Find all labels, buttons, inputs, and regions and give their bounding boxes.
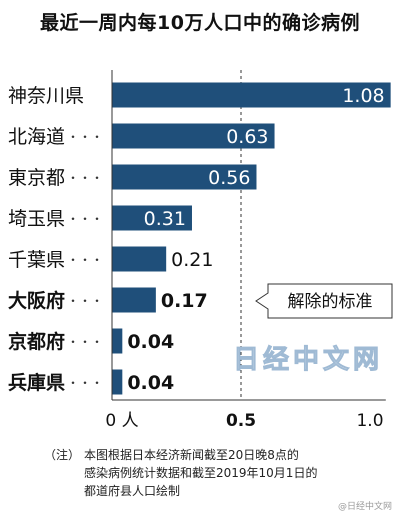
category-label: 北海道 xyxy=(8,126,65,148)
x-tick-label: 1.0 xyxy=(356,411,383,431)
reference-callout-label: 解除的标准 xyxy=(288,292,373,312)
footnote-tag: （注） xyxy=(44,448,81,462)
category-leader: ・・・ xyxy=(67,335,103,349)
category-label: 京都府 xyxy=(8,330,65,353)
chart-watermark: 日经中文网 xyxy=(233,344,383,375)
category-label: 大阪府 xyxy=(8,289,65,312)
footnote-line: 都道府县人口绘制 xyxy=(84,484,181,498)
x-tick-label: 0 人 xyxy=(105,411,138,431)
chart-title: 最近一周内每10万人口中的确诊病例 xyxy=(40,12,360,34)
bar xyxy=(112,246,167,272)
category-leader: ・・・ xyxy=(67,253,103,267)
category-leader: ・・・ xyxy=(67,171,103,185)
category-leader: ・・・ xyxy=(67,294,103,308)
value-label: 0.17 xyxy=(161,290,208,312)
bar xyxy=(112,369,123,395)
bar xyxy=(112,287,156,313)
bar xyxy=(112,205,192,231)
category-label: 兵庫県 xyxy=(8,371,65,394)
bar xyxy=(112,82,391,108)
value-label: 0.56 xyxy=(208,167,250,189)
category-leader: ・・・ xyxy=(67,212,103,226)
reference-callout xyxy=(255,283,393,319)
category-leader: ・・・ xyxy=(67,130,103,144)
category-label: 東京都 xyxy=(8,167,65,189)
category-label: 千葉県 xyxy=(8,249,65,271)
value-label: 0.31 xyxy=(144,208,186,230)
bar xyxy=(112,328,123,354)
footnote-text: 本图根据日本经济新闻截至20日晚8点的 感染病例统计数据和截至2019年10月1… xyxy=(84,446,384,500)
bar xyxy=(112,123,275,149)
footnote-line: 本图根据日本经济新闻截至20日晚8点的 xyxy=(84,448,299,462)
value-label: 0.63 xyxy=(226,126,268,148)
footnote-line: 感染病例统计数据和截至2019年10月1日的 xyxy=(84,466,318,480)
value-label: 0.04 xyxy=(127,331,174,353)
value-label: 0.21 xyxy=(171,249,213,271)
weibo-watermark: @日经中文网 xyxy=(337,502,392,512)
value-label: 0.04 xyxy=(127,372,174,394)
category-label: 埼玉県 xyxy=(8,208,65,230)
value-label: 1.08 xyxy=(342,85,384,107)
x-tick-label: 0.5 xyxy=(226,411,256,431)
category-label: 神奈川県 xyxy=(8,85,84,107)
category-leader: ・・・ xyxy=(67,376,103,390)
bar xyxy=(112,164,257,190)
